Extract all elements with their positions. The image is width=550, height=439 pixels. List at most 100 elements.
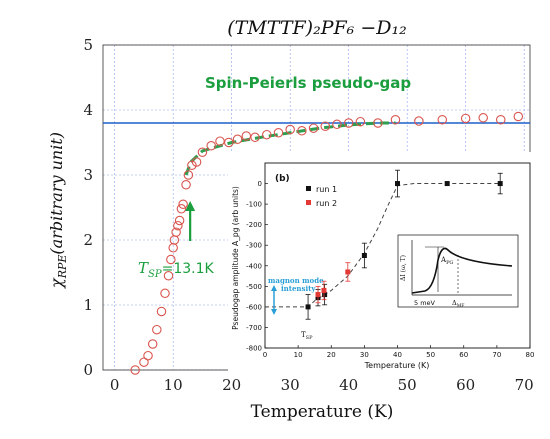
data-point [215, 136, 225, 146]
sketch-delta-subscript: MF [457, 303, 465, 309]
sketch-apg-symbol: A [440, 256, 447, 264]
data-point [187, 160, 197, 171]
inset-x-tick-label: 60 [459, 351, 468, 359]
data-point [206, 141, 216, 151]
inset-data-point [322, 292, 328, 298]
data-point [183, 170, 194, 180]
sketch-curve [411, 247, 513, 294]
inset-y-tick-label: -400 [246, 262, 262, 270]
inset-tsp-label: TSP [301, 331, 313, 341]
main-chart-title: (TMTTF)₂PF₆ −D₁₂ [227, 17, 406, 39]
data-point [143, 350, 153, 361]
inset-data-point [321, 287, 327, 293]
data-point [147, 339, 158, 349]
data-point [496, 115, 506, 125]
y-tick-label: 1 [83, 296, 93, 314]
sketch-delta-symbol: Δ [452, 299, 457, 307]
inset-plot-frame [264, 162, 531, 349]
data-point [130, 365, 140, 375]
data-point [343, 118, 354, 128]
pseudogap-label: Spin-Peierls pseudo-gap [205, 74, 411, 92]
data-point [173, 220, 183, 231]
data-point [437, 115, 448, 125]
dashed-fit-line [184, 121, 396, 176]
inset-data-point [315, 292, 321, 298]
inset-x-tick-label: 80 [526, 351, 535, 359]
magnon-arrowhead-up [271, 285, 277, 291]
data-point [232, 134, 243, 145]
magnon-label-line1: magnon mode [268, 276, 324, 285]
tsp-annotation: TSP=13.1K [138, 259, 215, 280]
legend-label-run1: run 1 [316, 185, 337, 194]
inset-legend: run 1 run 2 [306, 185, 337, 208]
inset-y-tick-label: 0 [258, 180, 262, 188]
inset-x-tick-label: 50 [426, 351, 435, 359]
inset-data-point [497, 181, 503, 187]
data-point [355, 116, 366, 127]
inset-y-tick-label: -600 [246, 303, 262, 311]
data-point [250, 132, 260, 143]
x-tick-label: 70 [515, 376, 534, 394]
data-point [197, 147, 208, 158]
inset-y-tick-label: -300 [246, 242, 262, 250]
y-tick-label: 4 [83, 101, 93, 119]
inset-x-tick-label: 10 [294, 351, 303, 359]
x-tick-label: 50 [398, 376, 417, 394]
data-point [273, 128, 284, 138]
svg-text:χRPE(arbitrary unit): χRPE(arbitrary unit) [47, 132, 69, 289]
inset-tsp-symbol: T [301, 331, 306, 339]
inset-tick-labels: 0 10 20 30 40 50 60 70 80 0 -100 -200 -300 -400 -500 -6… [246, 180, 534, 359]
inset-y-tick-label: -800 [246, 345, 262, 353]
inset-data-point [361, 253, 367, 258]
y-axis-label-rest: (arbitrary unit) [47, 132, 66, 255]
y-tick-label: 0 [83, 361, 93, 379]
data-point [285, 124, 295, 135]
data-point [478, 113, 488, 123]
x-tick-label: 60 [456, 376, 475, 394]
inset-x-tick-label: 40 [393, 351, 402, 359]
data-point [373, 118, 383, 128]
y-axis-label: χRPE(arbitrary unit) [47, 132, 69, 289]
data-point [308, 123, 319, 133]
y-axis-label-main: χ [47, 277, 66, 289]
magnon-annotation: magnon mode intensity [268, 276, 324, 315]
data-point [414, 116, 424, 126]
inset-y-tick-label: -100 [246, 201, 262, 209]
data-point [174, 215, 185, 226]
data-point [181, 180, 191, 190]
legend-marker-run2 [306, 200, 311, 205]
x-tick-label: 20 [222, 376, 241, 394]
data-point [332, 119, 342, 130]
data-point [241, 131, 252, 141]
x-tick-label: 30 [281, 376, 300, 394]
sketch-y-label: ΔI (ω, T) [400, 255, 407, 281]
legend-marker-run1 [306, 186, 311, 191]
tsp-arrow [185, 201, 196, 241]
sketch-x-label-left: 5 meV [414, 299, 436, 307]
inset-y-tick-label: -200 [246, 221, 262, 229]
data-point [224, 137, 234, 148]
inset-x-tick-label: 30 [360, 351, 369, 359]
data-point [176, 204, 187, 214]
data-point [320, 121, 331, 132]
data-point [152, 324, 162, 335]
magnon-arrowhead-down [271, 309, 277, 315]
inset-x-tick-label: 0 [263, 351, 267, 359]
data-point [163, 270, 174, 281]
inset-panel-label: (b) [275, 174, 290, 184]
inset-data-point [444, 181, 450, 187]
data-point [460, 113, 471, 124]
sketch-apg-label: APG [440, 256, 453, 266]
y-tick-label: 2 [83, 231, 93, 249]
data-point [191, 157, 202, 167]
inset-x-tick-label: 20 [327, 351, 336, 359]
inset-data-point [305, 304, 311, 310]
tsp-value: =13.1K [162, 261, 215, 277]
x-tick-label: 0 [110, 376, 120, 394]
y-tick-label: 3 [83, 166, 93, 184]
inset-x-tick-label: 70 [492, 351, 501, 359]
x-tick-label: 10 [164, 376, 183, 394]
tsp-subscript: SP [148, 269, 162, 280]
inset-y-tick-label: -500 [246, 283, 262, 291]
